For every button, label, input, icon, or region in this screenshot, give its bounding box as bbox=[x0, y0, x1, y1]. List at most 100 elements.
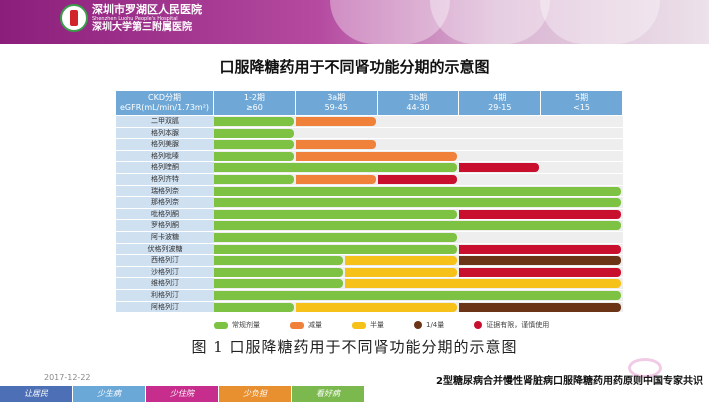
drug-row: 格列美脲 bbox=[116, 138, 623, 150]
footer-tab-4: 少负担 bbox=[219, 386, 291, 402]
dose-bar-half bbox=[344, 267, 458, 277]
dose-bar-reduce bbox=[295, 117, 376, 126]
drug-bar-track bbox=[214, 278, 623, 289]
drug-row: 吡格列酮 bbox=[116, 207, 623, 220]
drug-label: 格列本脲 bbox=[116, 127, 214, 139]
legend-swatch bbox=[214, 321, 228, 329]
drug-label: 那格列奈 bbox=[116, 197, 214, 208]
drug-bar-track bbox=[214, 289, 623, 301]
stage-name: 3a期 bbox=[327, 93, 346, 102]
drug-bar-track bbox=[214, 208, 623, 220]
stage-header-2: 3a期 59-45 bbox=[295, 91, 378, 115]
legend-item-quarter: 1/4量 bbox=[414, 320, 444, 330]
dose-bar-half bbox=[295, 302, 458, 312]
drug-row: 沙格列汀 bbox=[116, 265, 623, 278]
legend-label: 常规剂量 bbox=[232, 321, 260, 329]
hospital-name-cn: 深圳市罗湖区人民医院 bbox=[92, 3, 202, 16]
stage-egfr-range: <15 bbox=[573, 103, 591, 112]
dose-bar-normal bbox=[214, 256, 343, 266]
hospital-name-block: 深圳市罗湖区人民医院 Shenzhen Luohu People's Hospi… bbox=[92, 3, 202, 34]
chart-header-row: CKD分期 eGFR(mL/min/1.73m²) 1-2期 ≥60 3a期 59-4… bbox=[116, 91, 623, 115]
dose-bar-normal bbox=[214, 186, 621, 196]
drug-label: 维格列汀 bbox=[116, 278, 214, 289]
corner-logo-icon bbox=[628, 358, 662, 378]
dose-bar-normal bbox=[214, 267, 343, 277]
stage-name: 3b期 bbox=[408, 93, 428, 102]
stage-egfr-range: ≥60 bbox=[245, 103, 263, 112]
legend-item-normal: 常规剂量 bbox=[214, 320, 260, 330]
dose-bar-normal bbox=[214, 221, 621, 231]
source-citation: 2型糖尿病合并慢性肾脏病口服降糖药用药原则中国专家共识 bbox=[436, 376, 703, 387]
dose-bar-limited bbox=[459, 163, 540, 173]
legend-item-reduce: 减量 bbox=[290, 320, 322, 330]
legend-swatch bbox=[474, 321, 483, 329]
drug-bar-track bbox=[214, 173, 623, 185]
dose-bar-reduce bbox=[295, 140, 376, 150]
drug-label: 利格列汀 bbox=[116, 289, 214, 301]
drug-row: 阿卡波糖 bbox=[116, 230, 623, 243]
dose-bar-normal bbox=[214, 163, 458, 173]
chart-legend: 常规剂量 减量 半量 1/4量 证据有限，谨慎使用 bbox=[116, 318, 623, 332]
legend-swatch bbox=[352, 321, 366, 329]
legend-label: 1/4量 bbox=[426, 321, 445, 329]
drug-row: 格列本脲 bbox=[116, 126, 623, 139]
drug-label: 格列吡嗪 bbox=[116, 150, 214, 162]
dose-bar-limited bbox=[377, 174, 458, 184]
legend-item-limited: 证据有限，谨慎使用 bbox=[474, 320, 549, 330]
dose-bar-normal bbox=[214, 244, 458, 254]
footer-tab-3: 少住院 bbox=[146, 386, 218, 402]
header-banner bbox=[0, 0, 709, 44]
drug-label: 伏格列波糖 bbox=[116, 243, 214, 255]
legend-label: 证据有限，谨慎使用 bbox=[486, 321, 550, 329]
dose-bar-half bbox=[344, 256, 458, 266]
dose-bar-quarter bbox=[459, 256, 621, 266]
dose-bar-normal bbox=[214, 128, 294, 138]
dose-bar-quarter bbox=[459, 302, 621, 312]
chart-header-label: CKD分期 eGFR(mL/min/1.73m²) bbox=[116, 91, 214, 115]
legend-swatch bbox=[414, 321, 422, 329]
drug-bar-track bbox=[214, 301, 623, 313]
header-wave-decoration bbox=[330, 0, 450, 44]
drug-row: 西格列汀 bbox=[116, 254, 623, 266]
drug-label: 西格列汀 bbox=[116, 255, 214, 266]
drug-bar-track bbox=[214, 185, 623, 197]
drug-bar-track bbox=[214, 220, 623, 231]
dose-bar-reduce bbox=[295, 151, 458, 161]
dose-bar-normal bbox=[214, 232, 458, 242]
stage-header-5: 5期 <15 bbox=[541, 91, 623, 115]
drug-label: 阿卡波糖 bbox=[116, 231, 214, 243]
drug-row: 伏格列波糖 bbox=[116, 242, 623, 255]
legend-label: 半量 bbox=[370, 321, 384, 329]
dose-bar-normal bbox=[214, 290, 621, 300]
drug-label: 吡格列酮 bbox=[116, 208, 214, 220]
drug-row: 维格列汀 bbox=[116, 277, 623, 289]
drug-bar-track bbox=[214, 127, 623, 139]
dose-bar-normal bbox=[214, 209, 458, 219]
slide-date: 2017-12-22 bbox=[44, 373, 91, 382]
legend-label: 减量 bbox=[308, 321, 322, 329]
drug-label: 二甲双胍 bbox=[116, 116, 214, 127]
figure-caption: 图 1 口服降糖药用于不同肾功能分期的示意图 bbox=[191, 338, 518, 356]
drug-bar-track bbox=[214, 197, 623, 208]
dose-bar-limited bbox=[459, 267, 621, 277]
drug-row: 罗格列酮 bbox=[116, 219, 623, 231]
stage-egfr-range: 59-45 bbox=[324, 103, 348, 112]
dose-bar-normal bbox=[214, 151, 294, 161]
drug-bar-track bbox=[214, 231, 623, 243]
drug-label: 瑞格列奈 bbox=[116, 185, 214, 197]
drug-bar-track bbox=[214, 255, 623, 266]
dose-bar-limited bbox=[459, 244, 621, 254]
header-wave-decoration bbox=[430, 0, 550, 44]
drug-row: 格列吡嗪 bbox=[116, 149, 623, 162]
dose-bar-normal bbox=[214, 140, 294, 150]
drug-bar-track bbox=[214, 116, 623, 127]
stage-header-3: 3b期 44-30 bbox=[377, 91, 460, 115]
dose-bar-reduce bbox=[295, 174, 376, 184]
drug-row: 格列喹酮 bbox=[116, 161, 623, 173]
stage-name: 1-2期 bbox=[243, 93, 265, 102]
drug-label: 沙格列汀 bbox=[116, 266, 214, 278]
dose-bar-half bbox=[344, 279, 621, 289]
drug-row: 瑞格列奈 bbox=[116, 184, 623, 197]
stage-egfr-range: 44-30 bbox=[406, 103, 430, 112]
chart-header-egfr: eGFR(mL/min/1.73m²) bbox=[119, 103, 210, 112]
